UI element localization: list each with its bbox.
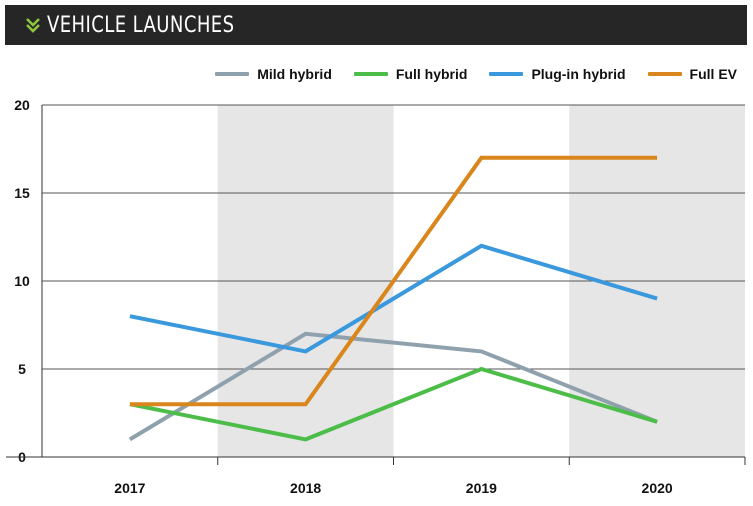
chart-legend: Mild hybrid Full hybrid Plug-in hybrid Full…	[193, 66, 737, 82]
y-tick-label: 5	[18, 361, 26, 377]
chart-title-bar: VEHICLE LAUNCHES	[5, 5, 747, 45]
legend-item-full-hybrid: Full hybrid	[353, 66, 468, 82]
legend-item-full-ev: Full EV	[647, 66, 737, 82]
legend-swatch	[647, 72, 682, 76]
y-tick-label: 10	[14, 273, 30, 289]
legend-swatch	[489, 72, 524, 76]
legend-label: Full EV	[689, 66, 737, 82]
legend-item-plug-in-hybrid: Plug-in hybrid	[489, 66, 626, 82]
x-tick-label: 2020	[642, 480, 673, 496]
x-tick-label: 2019	[466, 480, 497, 496]
series-line-mild-hybrid	[128, 331, 658, 442]
chart-title: VEHICLE LAUNCHES	[47, 12, 235, 38]
legend-label: Plug-in hybrid	[531, 66, 626, 82]
series-line-plug-in-hybrid	[129, 243, 658, 354]
legend-swatch	[353, 72, 388, 76]
legend-label: Full hybrid	[395, 66, 468, 82]
x-tick-label: 2018	[290, 480, 321, 496]
series-line-full-hybrid	[129, 366, 658, 442]
legend-swatch	[215, 72, 250, 76]
y-tick-label: 15	[14, 185, 30, 201]
legend-item-mild-hybrid: Mild hybrid	[215, 66, 332, 82]
legend-label: Mild hybrid	[257, 66, 332, 82]
y-tick-label: 20	[14, 97, 30, 113]
x-tick-label: 2017	[114, 480, 145, 496]
double-chevron-down-icon	[26, 18, 40, 33]
series-line-full-ev	[129, 155, 658, 407]
